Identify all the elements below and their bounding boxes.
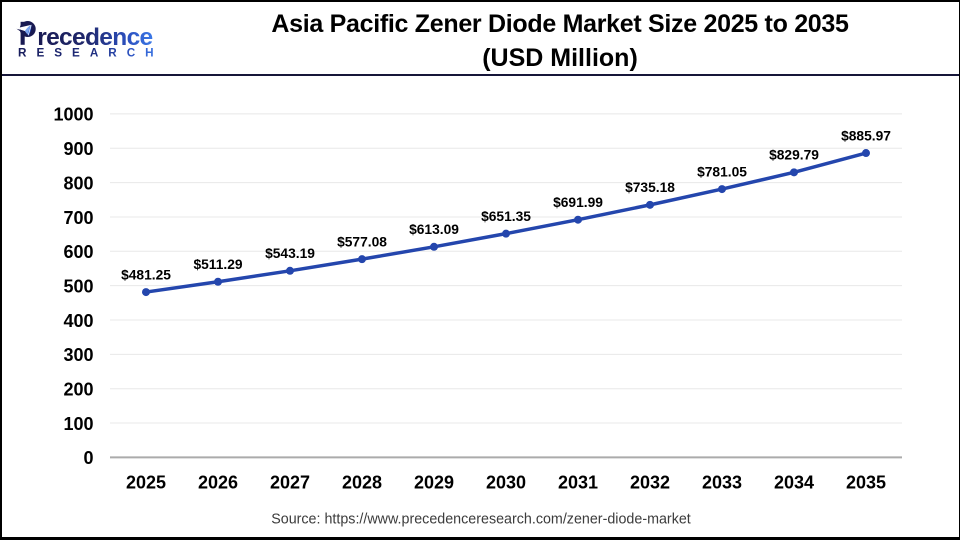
svg-text:700: 700 bbox=[63, 208, 93, 228]
svg-text:recedence: recedence bbox=[37, 24, 153, 51]
svg-text:Source: https://www.precedence: Source: https://www.precedenceresearch.c… bbox=[271, 511, 691, 527]
svg-text:2029: 2029 bbox=[414, 472, 454, 492]
svg-text:$651.35: $651.35 bbox=[481, 209, 531, 224]
svg-text:$829.79: $829.79 bbox=[769, 148, 819, 163]
svg-text:2032: 2032 bbox=[630, 472, 670, 492]
svg-text:200: 200 bbox=[63, 380, 93, 400]
svg-text:2027: 2027 bbox=[270, 472, 310, 492]
svg-text:400: 400 bbox=[63, 311, 93, 331]
svg-text:$543.19: $543.19 bbox=[265, 246, 315, 261]
svg-text:$735.18: $735.18 bbox=[625, 180, 675, 195]
svg-text:0: 0 bbox=[83, 448, 93, 468]
svg-text:$613.09: $613.09 bbox=[409, 222, 459, 237]
svg-text:500: 500 bbox=[63, 276, 93, 296]
svg-text:$691.99: $691.99 bbox=[553, 195, 603, 210]
svg-text:2030: 2030 bbox=[486, 472, 526, 492]
svg-text:RESEARCH: RESEARCH bbox=[18, 47, 164, 60]
svg-text:$481.25: $481.25 bbox=[121, 267, 171, 282]
svg-text:$781.05: $781.05 bbox=[697, 164, 747, 179]
svg-text:$577.08: $577.08 bbox=[337, 234, 387, 249]
svg-text:2035: 2035 bbox=[846, 472, 886, 492]
svg-text:600: 600 bbox=[63, 242, 93, 262]
svg-text:1000: 1000 bbox=[53, 105, 93, 125]
svg-text:2028: 2028 bbox=[342, 472, 382, 492]
svg-text:2034: 2034 bbox=[774, 472, 814, 492]
svg-text:2026: 2026 bbox=[198, 472, 238, 492]
svg-text:2033: 2033 bbox=[702, 472, 742, 492]
svg-text:900: 900 bbox=[63, 139, 93, 159]
svg-text:$511.29: $511.29 bbox=[193, 257, 242, 272]
svg-text:$885.97: $885.97 bbox=[841, 128, 891, 143]
svg-text:100: 100 bbox=[63, 414, 93, 434]
svg-text:2031: 2031 bbox=[558, 472, 598, 492]
svg-text:300: 300 bbox=[63, 345, 93, 365]
svg-text:800: 800 bbox=[63, 173, 93, 193]
svg-text:2025: 2025 bbox=[126, 472, 166, 492]
